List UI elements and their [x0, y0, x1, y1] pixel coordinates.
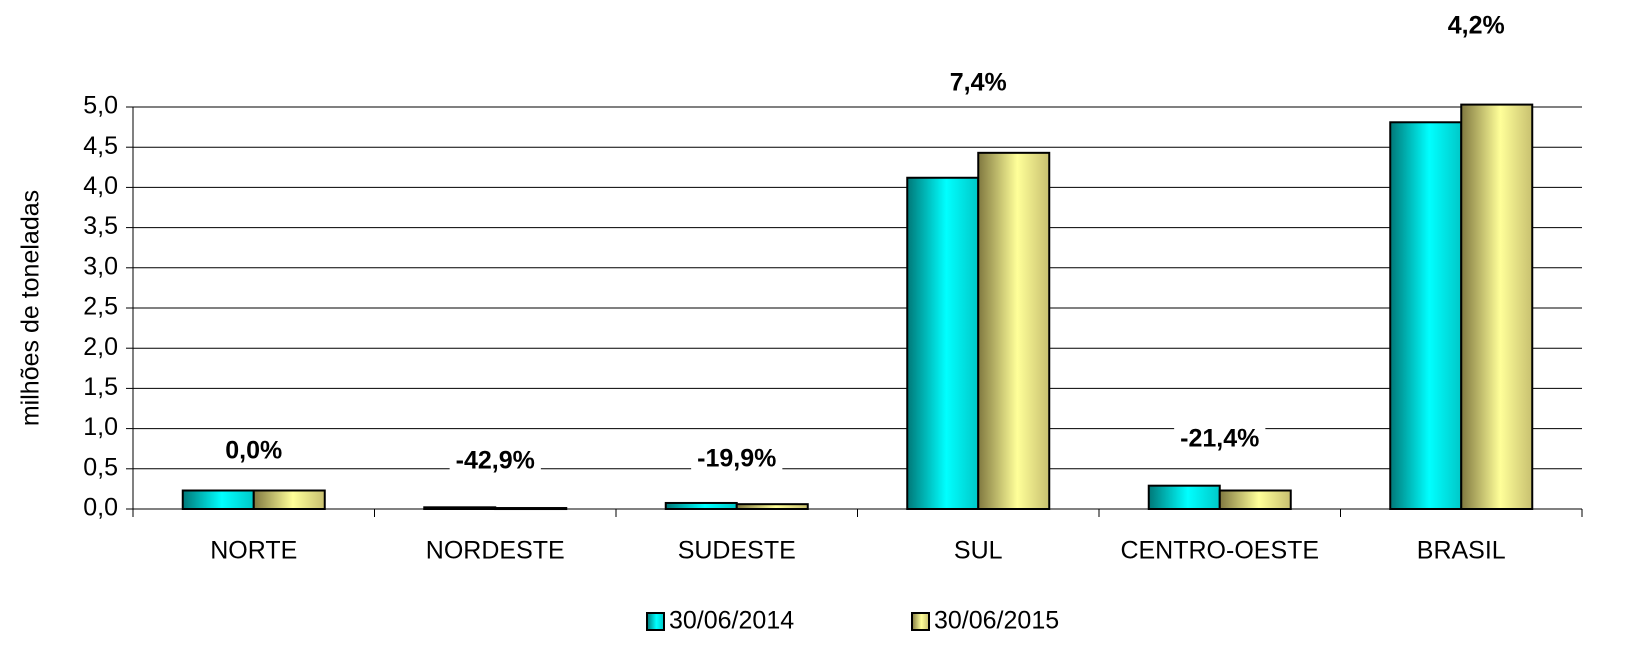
annotation: 4,2% [1448, 12, 1505, 40]
y-tick-label: 3,5 [83, 212, 118, 240]
y-tick-label: 0,5 [83, 453, 118, 481]
bar [906, 176, 980, 510]
bar [1218, 489, 1292, 510]
bar [423, 506, 497, 511]
annotation: -19,9% [697, 445, 776, 473]
annotation-bg [449, 446, 541, 475]
bar [1460, 103, 1534, 510]
bar [977, 151, 1051, 510]
annotation-bg [1174, 424, 1266, 453]
y-tick-label: 4,5 [83, 132, 118, 160]
annotation: -21,4% [1180, 425, 1259, 453]
y-tick-label: 3,0 [83, 252, 118, 280]
legend-swatch [911, 612, 930, 631]
bar [494, 507, 568, 511]
y-tick-label: 4,0 [83, 172, 118, 200]
y-tick-label: 2,0 [83, 333, 118, 361]
bar [735, 503, 809, 510]
y-tick-label: 1,0 [83, 413, 118, 441]
annotation-bg [691, 444, 783, 473]
legend-label: 30/06/2014 [669, 607, 794, 635]
annotation: -42,9% [456, 447, 535, 475]
bar [252, 489, 326, 510]
x-tick-label: NORTE [210, 537, 297, 565]
bar [664, 501, 738, 511]
y-tick-label: 1,5 [83, 373, 118, 401]
bar [1389, 121, 1463, 510]
y-axis-label: milhões de toneladas [17, 190, 45, 426]
annotation: 7,4% [950, 69, 1007, 97]
annotation: 0,0% [225, 437, 282, 465]
y-tick-label: 2,5 [83, 293, 118, 321]
legend-swatch [646, 612, 665, 631]
x-tick-label: SUDESTE [678, 537, 796, 565]
x-tick-label: BRASIL [1417, 537, 1506, 565]
annotation-bg [943, 68, 1013, 97]
annotation-bg [219, 436, 289, 465]
legend-label: 30/06/2015 [934, 607, 1059, 635]
y-tick-label: 0,0 [83, 494, 118, 522]
x-tick-label: SUL [954, 537, 1003, 565]
y-tick-label: 5,0 [83, 92, 118, 120]
bar [181, 489, 255, 510]
x-tick-label: NORDESTE [426, 537, 565, 565]
bar [1147, 484, 1221, 510]
annotation-bg [1441, 11, 1511, 40]
x-tick-label: CENTRO-OESTE [1120, 537, 1319, 565]
